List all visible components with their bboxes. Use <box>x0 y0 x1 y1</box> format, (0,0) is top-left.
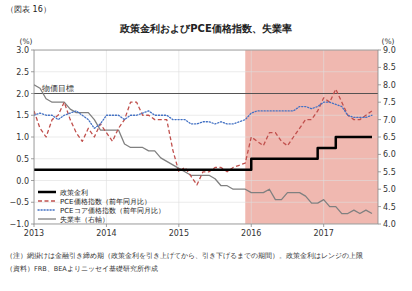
y-tick-label: 1.0 <box>16 133 29 142</box>
note: （注）網掛けは金融引き締め期（政策金利を引き上げてから、引き下げるまでの期間）。… <box>6 252 363 260</box>
step-line <box>34 137 372 170</box>
x-tick <box>323 224 324 227</box>
x-tick-label: 2016 <box>241 229 261 238</box>
y2-tick <box>378 154 381 155</box>
x-tick <box>178 224 179 227</box>
reference-line <box>34 93 378 94</box>
y-tick-label: 1.5 <box>16 111 29 120</box>
y2-tick-label: 5.5 <box>383 168 396 177</box>
y-grid-line <box>34 137 378 138</box>
y-grid-line <box>34 71 378 72</box>
series-line <box>34 89 372 185</box>
x-grid-line <box>323 50 324 224</box>
y-tick-label: 0.5 <box>16 155 29 164</box>
y2-axis-label: (%) <box>382 37 395 46</box>
y2-tick-label: 8.0 <box>383 81 396 90</box>
y2-tick <box>378 50 381 51</box>
y2-tick <box>378 102 381 103</box>
title: 政策金利およびPCE価格指数、失業率 <box>119 23 292 34</box>
legend: 政策金利PCE価格指数（前年同月比）PCEコア価格指数（前年同月比）失業率（右軸… <box>38 189 165 224</box>
y-tick-label: −0.5 <box>10 198 29 207</box>
x-tick-label: 2017 <box>314 229 334 238</box>
reference-label: 物価目標 <box>42 84 74 93</box>
y2-tick-label: 6.0 <box>383 150 396 159</box>
legend-swatch <box>38 191 56 194</box>
y2-tick-label: 9.0 <box>383 46 396 55</box>
y-tick <box>31 224 34 225</box>
series-line <box>34 102 372 128</box>
y2-tick <box>378 84 381 85</box>
y-tick <box>31 202 34 203</box>
x-tick-label: 2014 <box>96 229 116 238</box>
y-tick <box>31 180 34 181</box>
legend-label: 失業率（右軸） <box>60 216 109 224</box>
y2-tick-label: 6.5 <box>383 133 396 142</box>
y-tick <box>31 137 34 138</box>
y-grid-line <box>34 158 378 159</box>
x-tick-label: 2015 <box>169 229 189 238</box>
y-tick-label: 0.0 <box>16 177 29 186</box>
y2-tick <box>378 224 381 225</box>
x-tick <box>106 224 107 227</box>
y2-tick-label: 4.0 <box>383 220 396 229</box>
axes: 2013 2014 2015 2016 2017 −1.0 −0.5 0.0 0.5 1.0 1.5… <box>10 46 396 238</box>
plot-area <box>34 50 378 224</box>
x-tick <box>34 224 35 227</box>
y2-tick-label: 7.5 <box>383 98 396 107</box>
legend-swatch <box>38 218 56 219</box>
y2-tick-label: 5.0 <box>383 185 396 194</box>
grid <box>34 50 378 224</box>
legend-label: PCE価格指数（前年同月比） <box>60 198 151 206</box>
y-axis-label: (%) <box>20 37 33 46</box>
y2-tick-label: 7.0 <box>383 116 396 125</box>
y2-tick <box>378 171 381 172</box>
y2-tick <box>378 67 381 68</box>
chart: （図表 16）政策金利およびPCE価格指数、失業率(%)(%)物価目標20132… <box>0 0 412 291</box>
y-tick-label: 2.0 <box>16 90 29 99</box>
legend-swatch <box>38 209 56 210</box>
y-tick <box>31 158 34 159</box>
y-grid-line <box>34 115 378 116</box>
figure-label: （図表 16） <box>6 5 51 14</box>
y-tick <box>31 115 34 116</box>
y-grid-line <box>34 93 378 94</box>
y2-tick <box>378 189 381 190</box>
y-tick <box>31 93 34 94</box>
x-tick-label: 2013 <box>24 229 44 238</box>
y2-tick <box>378 206 381 207</box>
y-tick-label: 3.0 <box>16 46 29 55</box>
plot-frame <box>34 50 378 224</box>
x-grid-line <box>251 50 252 224</box>
legend-label: PCEコア価格指数（前年同月比） <box>60 207 165 215</box>
y-tick-label: −1.0 <box>10 220 29 229</box>
x-tick <box>251 224 252 227</box>
y2-tick <box>378 137 381 138</box>
y-tick <box>31 50 34 51</box>
y2-tick-label: 4.5 <box>383 203 396 212</box>
y-grid-line <box>34 180 378 181</box>
x-grid-line <box>178 50 179 224</box>
legend-swatch <box>38 200 56 201</box>
y-tick-label: 2.5 <box>16 68 29 77</box>
series-line <box>34 85 372 214</box>
legend-label: 政策金利 <box>60 189 88 197</box>
y-tick <box>31 71 34 72</box>
y2-tick <box>378 119 381 120</box>
note: （資料）FRB、BEAよりニッセイ基礎研究所作成 <box>6 265 158 273</box>
y2-tick-label: 8.5 <box>383 63 396 72</box>
